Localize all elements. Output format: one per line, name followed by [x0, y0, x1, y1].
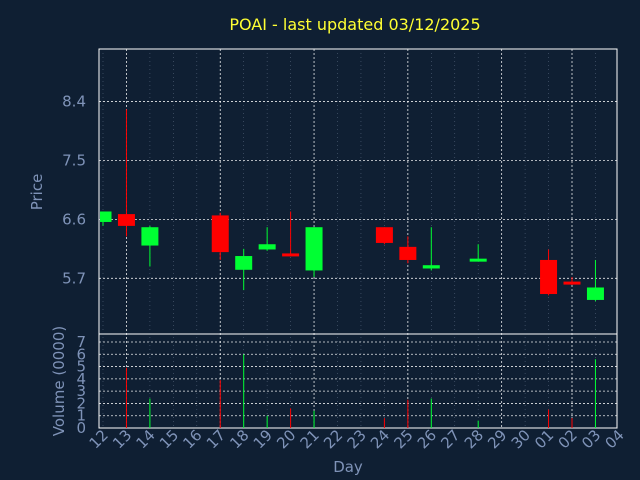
- candlestick: [117, 109, 135, 237]
- candle-body: [211, 215, 229, 253]
- candlestick: [422, 227, 440, 271]
- candle-body: [117, 214, 135, 226]
- candle-body: [375, 227, 393, 243]
- candle-body: [258, 244, 276, 250]
- volume-axis-label: Volume (0000): [50, 326, 68, 436]
- candle-body: [422, 265, 440, 269]
- day-tick-label: 26: [414, 426, 440, 452]
- candle-body: [399, 246, 417, 260]
- day-tick-label: 20: [273, 426, 299, 452]
- candle-body: [540, 259, 558, 295]
- day-tick-label: 24: [367, 426, 393, 452]
- day-tick-label: 01: [531, 426, 557, 452]
- day-tick-label: 21: [297, 426, 323, 452]
- volume-tick-label: 0: [76, 419, 86, 437]
- day-tick-label: 13: [109, 426, 135, 452]
- candle-body: [100, 211, 112, 222]
- candlestick: [235, 248, 253, 291]
- day-tick-label: 04: [601, 426, 627, 452]
- day-tick-label: 23: [344, 426, 370, 452]
- day-tick-label: 12: [86, 426, 112, 452]
- volume-tick-label: 2: [76, 394, 86, 412]
- day-axis-label: Day: [333, 458, 363, 476]
- chart-title: POAI - last updated 03/12/2025: [229, 15, 480, 34]
- candlestick: [563, 277, 581, 285]
- day-tick-label: 28: [461, 426, 487, 452]
- day-tick-label: 29: [484, 426, 510, 452]
- candle-body: [235, 256, 253, 270]
- price-ticks: 8.4 7.5 6.6 5.7: [62, 92, 86, 287]
- candle-body: [469, 258, 487, 262]
- candle-body: [282, 253, 300, 257]
- day-tick-label: 19: [250, 426, 276, 452]
- candle-body: [563, 281, 581, 285]
- candlestick: [141, 225, 159, 267]
- day-tick-label: 30: [508, 426, 534, 452]
- day-tick-label: 16: [179, 426, 205, 452]
- price-plot-area: [98, 48, 618, 335]
- candle-body: [141, 227, 159, 246]
- volume-tick-label: 6: [76, 345, 86, 363]
- candle-body: [305, 227, 323, 271]
- candlestick: [375, 227, 393, 245]
- day-tick-label: 14: [132, 426, 158, 452]
- volume-tick-label: 1: [76, 407, 86, 425]
- price-tick-label: 7.5: [62, 151, 86, 169]
- candle-body: [586, 287, 604, 300]
- candlesticks: [100, 109, 604, 302]
- candlestick: [469, 244, 487, 262]
- price-tick-label: 5.7: [62, 269, 86, 287]
- gridlines: [99, 49, 617, 428]
- day-tick-label: 17: [203, 426, 229, 452]
- volume-bars: [125, 354, 596, 428]
- candlestick: [540, 249, 558, 296]
- day-tick-label: 03: [578, 426, 604, 452]
- candlestick: [305, 227, 323, 277]
- candlestick: [211, 212, 229, 260]
- candlestick: [586, 259, 604, 302]
- volume-tick-label: 5: [76, 358, 86, 376]
- volume-plot-area: [98, 333, 618, 429]
- price-tick-label: 6.6: [62, 210, 86, 228]
- candlestick: [258, 227, 276, 251]
- day-tick-label: 02: [555, 426, 581, 452]
- volume-tick-label: 3: [76, 382, 86, 400]
- day-ticks: 1213141516171819202122232425262728293001…: [86, 426, 628, 452]
- day-tick-label: 27: [437, 426, 463, 452]
- volume-tick-label: 4: [76, 370, 86, 388]
- candlestick: [399, 236, 417, 264]
- day-tick-label: 18: [226, 426, 252, 452]
- day-tick-label: 25: [390, 426, 416, 452]
- price-axis-label: Price: [28, 174, 46, 211]
- candlestick: [282, 211, 300, 257]
- day-tick-label: 22: [320, 426, 346, 452]
- volume-tick-label: 7: [76, 333, 86, 351]
- day-tick-label: 15: [156, 426, 182, 452]
- candlestick: [100, 211, 112, 226]
- price-tick-label: 8.4: [62, 92, 86, 110]
